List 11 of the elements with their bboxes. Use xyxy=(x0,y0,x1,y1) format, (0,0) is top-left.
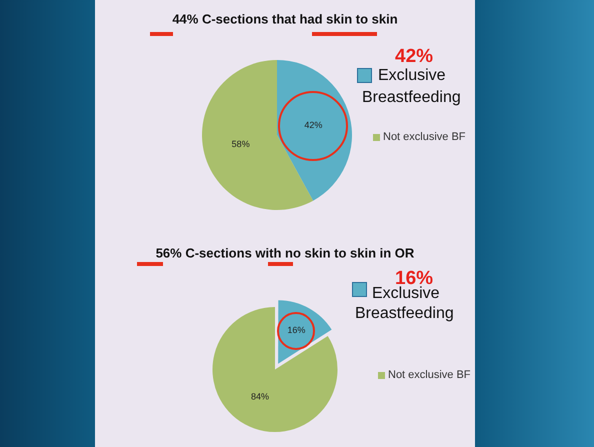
data-label: 58% xyxy=(232,138,250,149)
data-label: 84% xyxy=(250,391,269,402)
chart-title: 56% C-sections with no skin to skin in OR xyxy=(156,246,415,261)
text: 42% xyxy=(395,46,434,68)
legend-label: Exclusive Breastfeeding xyxy=(362,67,461,107)
data-label: 16% xyxy=(287,325,306,336)
legend-label: Not exclusive BF xyxy=(388,369,471,381)
legend-label: Exclusive Breastfeeding xyxy=(355,285,454,323)
legend-label: Not exclusive BF xyxy=(383,131,466,143)
data-label: 42% xyxy=(304,120,322,130)
chart-title: 44% C-sections that had skin to skin xyxy=(172,12,398,27)
